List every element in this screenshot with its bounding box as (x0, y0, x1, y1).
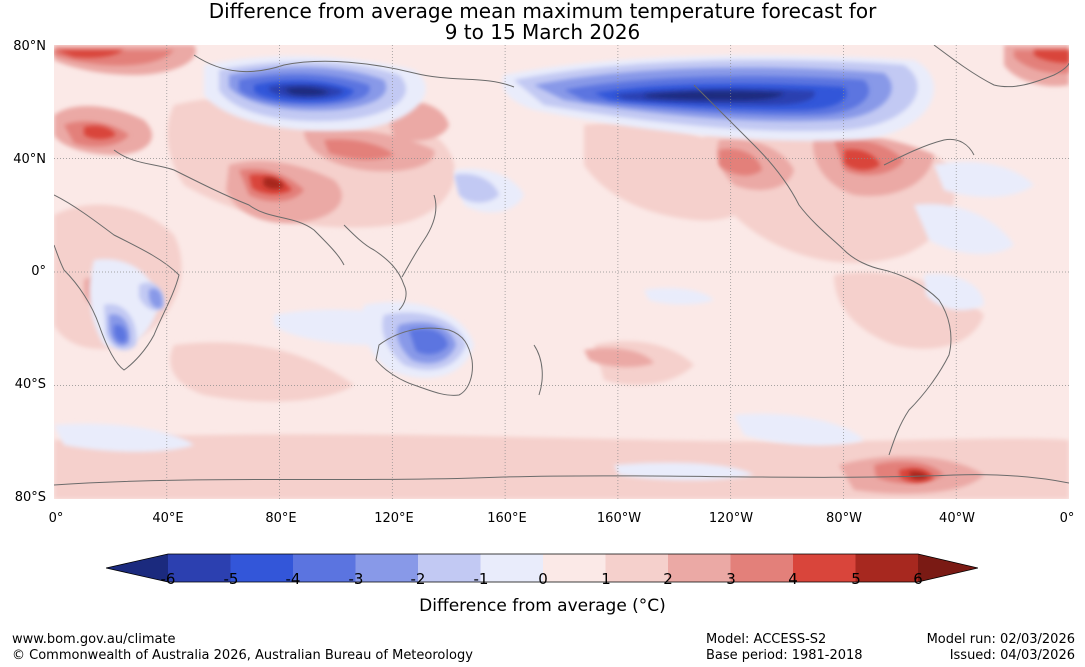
colorbar-segment-1 (168, 554, 231, 582)
colorbar-segment-5 (418, 554, 481, 582)
footer-model-run: Model run: 02/03/2026 (926, 632, 1075, 647)
colorbar-segment-4 (355, 554, 418, 582)
colorbar-tick-label: 6 (913, 570, 923, 588)
colorbar-title: Difference from average (°C) (419, 596, 666, 616)
lon-label-80w: 80°W (826, 511, 862, 526)
lon-label-80e: 80°E (265, 511, 297, 526)
colorbar (106, 553, 978, 583)
colorbar-tick-label: 5 (851, 570, 861, 588)
lat-label-0: 0° (31, 264, 46, 279)
footer-issued: Issued: 04/03/2026 (949, 648, 1075, 663)
colorbar-segment-6 (480, 554, 543, 582)
map-title-line-2: 9 to 15 March 2026 (444, 20, 641, 44)
lon-label-40w: 40°W (939, 511, 975, 526)
colorbar-tick-label: -6 (160, 570, 176, 588)
colorbar-tick-label: -1 (473, 570, 489, 588)
lon-label-40e: 40°E (152, 511, 184, 526)
colorbar-segment-11 (793, 554, 856, 582)
colorbar-tick-label: -4 (285, 570, 301, 588)
footer-base-period: Base period: 1981-2018 (706, 648, 863, 663)
colorbar-tick-label: 0 (538, 570, 548, 588)
colorbar-tick-label: 1 (601, 570, 611, 588)
colorbar-tick-label: -2 (410, 570, 426, 588)
colorbar-high-extend (918, 554, 978, 582)
lat-label-80n: 80°N (13, 39, 46, 54)
coastlines (54, 45, 1069, 486)
lat-label-40s: 40°S (14, 377, 46, 392)
colorbar-tick-label: 3 (726, 570, 736, 588)
colorbar-segment-10 (730, 554, 793, 582)
colorbar-tick-label: 2 (663, 570, 673, 588)
lon-label-160e: 160°E (487, 511, 527, 526)
colorbar-segment-2 (230, 554, 293, 582)
colorbar-low-extend (106, 554, 168, 582)
colorbar-segment-8 (605, 554, 668, 582)
lat-label-80s: 80°S (14, 490, 46, 505)
forecast-anomaly-map (54, 45, 1069, 499)
colorbar-segment-9 (668, 554, 731, 582)
lat-label-40n: 40°N (13, 152, 46, 167)
footer-website: www.bom.gov.au/climate (12, 632, 176, 647)
map-title-line-1: Difference from average mean maximum tem… (208, 0, 877, 23)
lon-label-120e: 120°E (374, 511, 414, 526)
colorbar-tick-label: 4 (788, 570, 798, 588)
colorbar-segment-7 (543, 554, 606, 582)
lon-label-120w: 120°W (708, 511, 754, 526)
colorbar-segment-3 (293, 554, 356, 582)
colorbar-tick-label: -5 (223, 570, 239, 588)
lon-label-0-west: 0° (48, 511, 64, 526)
colorbar-tick-label: -3 (348, 570, 364, 588)
colorbar-segment-12 (855, 554, 918, 582)
graticule (54, 45, 1069, 499)
footer-copyright: © Commonwealth of Australia 2026, Austra… (12, 648, 473, 663)
map-canvas (54, 45, 1069, 499)
footer-model: Model: ACCESS-S2 (706, 632, 827, 647)
lon-label-160w: 160°W (596, 511, 642, 526)
lon-label-0-east: 0° (1059, 511, 1075, 526)
anomaly-field (54, 45, 1069, 499)
